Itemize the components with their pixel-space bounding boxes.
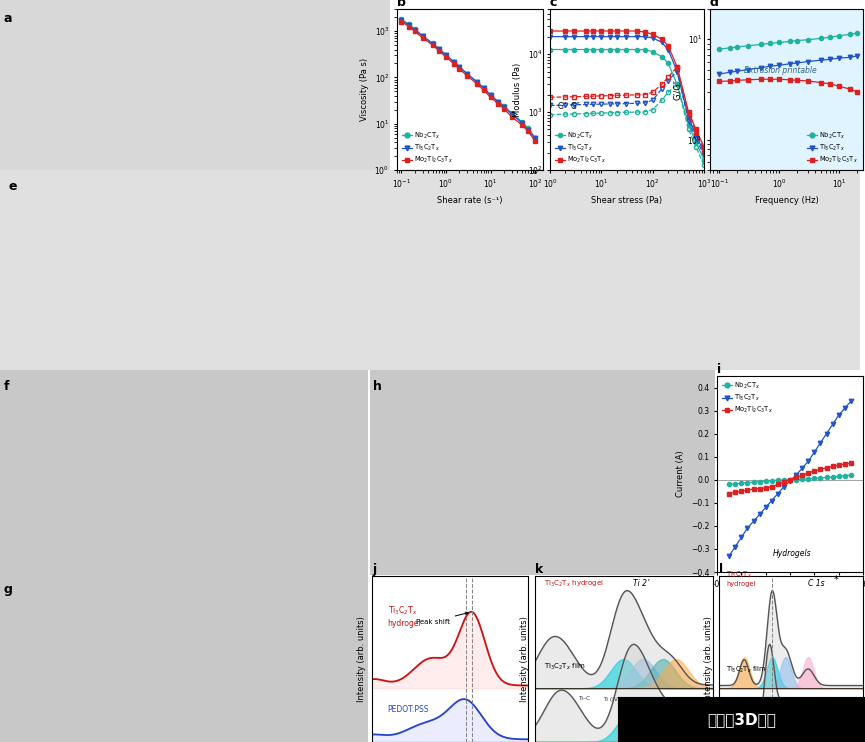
Text: d: d — [710, 0, 719, 9]
Y-axis label: Intensity (arb. units): Intensity (arb. units) — [357, 616, 367, 702]
Y-axis label: Modulus (Pa): Modulus (Pa) — [513, 62, 522, 116]
Y-axis label: Current (A): Current (A) — [676, 450, 685, 497]
Text: f: f — [3, 380, 10, 393]
Text: Ti$_3$C$_2$T$_x$ hydrogel: Ti$_3$C$_2$T$_x$ hydrogel — [544, 579, 604, 589]
Y-axis label: Intensity (arb. units): Intensity (arb. units) — [704, 616, 714, 702]
Text: Ti (II): Ti (II) — [642, 697, 657, 701]
Y-axis label: Viscosity (Pa s): Viscosity (Pa s) — [360, 58, 368, 121]
Text: Ti$_3$C$_2$T$_x$
hydrogel: Ti$_3$C$_2$T$_x$ hydrogel — [727, 570, 755, 587]
Text: e: e — [9, 180, 17, 193]
X-axis label: Frequency (Hz): Frequency (Hz) — [754, 196, 818, 205]
Text: a: a — [4, 12, 12, 25]
Text: Ti–C: Ti–C — [578, 697, 590, 701]
Y-axis label: Intensity (arb. units): Intensity (arb. units) — [521, 616, 529, 702]
Legend: Nb$_2$CT$_x$, Ti$_3$C$_2$T$_x$, Mo$_2$Ti$_2$C$_3$T$_x$: Nb$_2$CT$_x$, Ti$_3$C$_2$T$_x$, Mo$_2$Ti… — [721, 379, 774, 416]
Text: C 1s: C 1s — [808, 579, 825, 588]
Y-axis label: G′/G″: G′/G″ — [673, 79, 682, 100]
Legend: Nb$_2$CT$_x$, Ti$_3$C$_2$T$_x$, Mo$_2$Ti$_2$C$_3$T$_x$: Nb$_2$CT$_x$, Ti$_3$C$_2$T$_x$, Mo$_2$Ti… — [400, 129, 454, 167]
Text: 南極熊3D打印: 南極熊3D打印 — [708, 712, 776, 727]
Text: k: k — [535, 563, 543, 576]
Text: Hydrogels: Hydrogels — [772, 549, 811, 558]
Text: Ti (III): Ti (III) — [624, 697, 641, 701]
Text: Extrusion printable: Extrusion printable — [744, 66, 817, 76]
Text: c: c — [550, 0, 557, 9]
Legend: Nb$_2$CT$_x$, Ti$_3$C$_2$T$_x$, Mo$_2$Ti$_2$C$_3$T$_x$: Nb$_2$CT$_x$, Ti$_3$C$_2$T$_x$, Mo$_2$Ti… — [554, 129, 607, 167]
Text: Ti$_3$C$_2$T$_x$ film: Ti$_3$C$_2$T$_x$ film — [727, 666, 766, 675]
Text: b: b — [397, 0, 406, 9]
Text: PEDOT:PSS: PEDOT:PSS — [388, 705, 429, 714]
Text: Ti$_3$C$_2$T$_x$
hydrogel: Ti$_3$C$_2$T$_x$ hydrogel — [388, 605, 421, 628]
Text: i: i — [717, 363, 721, 376]
Text: Ti (IV): Ti (IV) — [603, 697, 620, 701]
X-axis label: Shear stress (Pa): Shear stress (Pa) — [592, 196, 663, 205]
Text: l: l — [719, 563, 723, 576]
Text: j: j — [372, 563, 376, 576]
Text: G’  G″: G’ G″ — [558, 102, 580, 111]
Text: Peak shift: Peak shift — [416, 612, 468, 625]
Text: *: * — [834, 574, 839, 585]
Legend: Nb$_2$CT$_x$, Ti$_3$C$_2$T$_x$, Mo$_2$Ti$_2$C$_3$T$_x$: Nb$_2$CT$_x$, Ti$_3$C$_2$T$_x$, Mo$_2$Ti… — [805, 129, 860, 167]
Text: g: g — [3, 583, 13, 597]
Text: Ti$_3$C$_2$T$_x$ film: Ti$_3$C$_2$T$_x$ film — [544, 662, 586, 672]
X-axis label: Potential (V): Potential (V) — [764, 594, 816, 603]
X-axis label: Shear rate (s⁻¹): Shear rate (s⁻¹) — [437, 196, 503, 205]
Text: Ti 2’: Ti 2’ — [633, 579, 650, 588]
Text: h: h — [374, 380, 382, 393]
